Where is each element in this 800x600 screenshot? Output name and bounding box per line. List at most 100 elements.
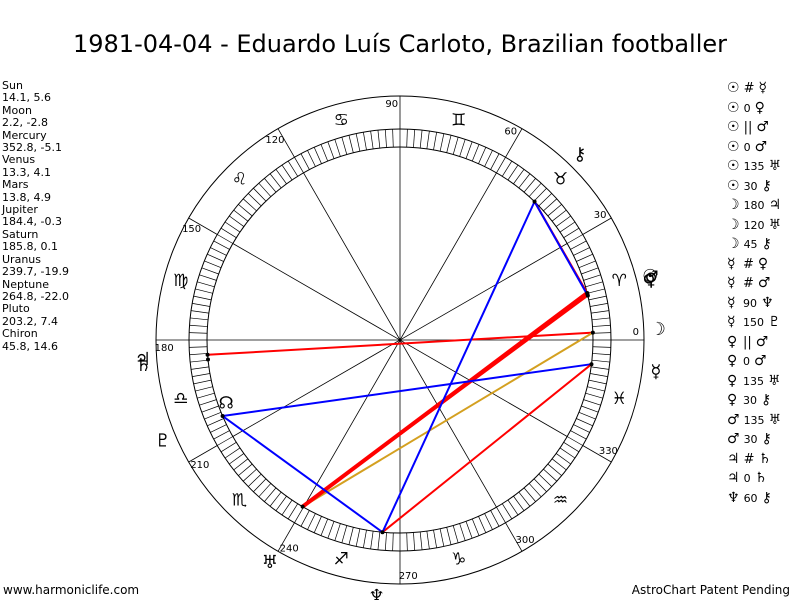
degree-label: 60 xyxy=(504,127,517,138)
degree-tick xyxy=(566,436,583,446)
planet-marker xyxy=(589,362,594,367)
degree-tick xyxy=(588,295,607,301)
aspect-symbol: 0 xyxy=(743,472,751,485)
planet-mercury-glyph: ☿ xyxy=(650,361,661,382)
degree-tick xyxy=(242,468,257,482)
aspect-line xyxy=(222,415,384,534)
planet-sun-glyph: ☉ xyxy=(642,266,658,287)
degree-tick xyxy=(490,510,500,527)
degree-tick xyxy=(189,324,208,327)
aspect-row: ♀ || ♂ xyxy=(727,333,781,353)
aspect-planet-1: ☉ xyxy=(727,99,740,116)
degree-tick xyxy=(275,495,287,511)
degree-tick xyxy=(197,281,215,288)
degree-tick xyxy=(578,411,596,420)
sign-pisces-glyph: ♓ xyxy=(612,389,627,409)
degree-tick xyxy=(233,458,249,471)
aspect-row: ☉ 0 ♀ xyxy=(727,99,781,119)
degree-tick xyxy=(547,463,562,476)
sign-taurus-glyph: ♉ xyxy=(553,169,568,189)
planet-marker xyxy=(590,330,595,335)
aspect-planet-2: ♄ xyxy=(758,450,772,467)
position-value: 45.8, 14.6 xyxy=(2,339,58,353)
sign-boundary xyxy=(505,128,523,158)
aspect-list: ☉ # ☿ ☉ 0 ♀ ☉ || ♂ ☉ 0 ♂ ☉ 135 ♅ ☉ 30 ⚷ ☽ 180 ♃ ☽ 120 ♅ ☽ 45 ⚷ ☿ # ♀ ☿… xyxy=(727,79,781,508)
degree-tick xyxy=(446,135,452,153)
aspect-symbol: 30 xyxy=(743,179,758,193)
degree-tick xyxy=(313,147,322,164)
degree-tick xyxy=(320,518,329,536)
degree-tick xyxy=(307,150,316,167)
degree-tick xyxy=(459,139,466,157)
aspect-symbol: 180 xyxy=(743,199,765,212)
patent-notice: AstroChart Patent Pending xyxy=(631,583,790,597)
aspect-symbol: 0 xyxy=(743,140,751,154)
degree-tick xyxy=(229,453,245,465)
degree-tick xyxy=(592,353,611,356)
degree-tick xyxy=(406,532,408,551)
degree-tick xyxy=(247,193,262,207)
degree-tick xyxy=(238,463,253,476)
degree-tick xyxy=(207,253,224,262)
degree-tick xyxy=(334,523,341,541)
aspect-line xyxy=(302,294,589,508)
aspect-planet-2: ♅ xyxy=(768,158,782,174)
degree-tick xyxy=(341,525,348,543)
aspect-symbol: # xyxy=(743,256,754,272)
aspect-planet-2: ♂ xyxy=(754,353,767,369)
sign-gemini-glyph: ♊ xyxy=(451,111,466,131)
website-link[interactable]: www.harmoniclife.com xyxy=(3,583,140,597)
position-name: Sun xyxy=(2,79,23,92)
degree-label: 300 xyxy=(516,535,535,546)
planet-moon-glyph: ☽ xyxy=(650,319,666,340)
sign-boundary xyxy=(188,217,218,235)
planet-saturn-glyph: ♄ xyxy=(135,355,151,376)
degree-tick xyxy=(294,506,304,523)
aspect-planet-1: ☿ xyxy=(727,255,736,272)
position-name: Venus xyxy=(2,153,36,167)
degree-tick xyxy=(591,366,609,370)
aspect-planet-2: ☿ xyxy=(758,80,768,96)
degree-tick xyxy=(507,164,519,181)
degree-tick xyxy=(478,147,487,164)
degree-tick xyxy=(210,247,227,256)
degree-tick xyxy=(199,399,217,406)
degree-tick xyxy=(275,169,287,185)
degree-tick xyxy=(433,530,437,548)
degree-tick xyxy=(247,473,262,487)
aspect-planet-2: ♅ xyxy=(768,216,782,233)
aspect-planet-1: ☽ xyxy=(727,216,740,233)
degree-tick xyxy=(348,527,354,545)
degree-tick xyxy=(496,157,506,174)
aspect-planet-1: ♂ xyxy=(727,431,740,447)
position-name: Moon xyxy=(2,103,32,117)
degree-tick xyxy=(587,288,605,294)
degree-tick xyxy=(563,227,580,239)
degree-tick xyxy=(201,267,219,275)
aspect-planet-2: ♆ xyxy=(761,294,774,311)
degree-tick xyxy=(555,215,571,227)
aspect-symbol: # xyxy=(743,81,755,96)
degree-tick xyxy=(501,160,513,177)
aspect-row: ☉ 135 ♅ xyxy=(727,157,781,177)
position-name: Mercury xyxy=(2,128,47,142)
degree-tick xyxy=(300,510,310,527)
degree-tick xyxy=(199,274,217,281)
degree-tick xyxy=(583,274,601,281)
aspect-line xyxy=(381,201,536,533)
sign-leo-glyph: ♌ xyxy=(232,169,247,189)
degree-tick xyxy=(264,178,277,193)
position-value: 14.1, 5.6 xyxy=(2,91,51,105)
aspect-symbol: 135 xyxy=(743,413,765,427)
degree-tick xyxy=(576,253,593,262)
degree-tick xyxy=(197,392,215,399)
degree-tick xyxy=(590,373,608,377)
degree-tick xyxy=(201,405,219,413)
aspect-planet-2: ⚷ xyxy=(761,431,772,447)
degree-tick xyxy=(570,430,587,440)
planet-position-list: Sun 14.1, 5.6 Moon 2.2, -2.8 Mercury 352.8, -… xyxy=(2,79,69,353)
aspect-planet-2: ♅ xyxy=(768,411,782,428)
degree-tick xyxy=(258,182,272,197)
aspect-row: ♃ # ♄ xyxy=(727,450,781,470)
degree-tick xyxy=(370,531,374,549)
